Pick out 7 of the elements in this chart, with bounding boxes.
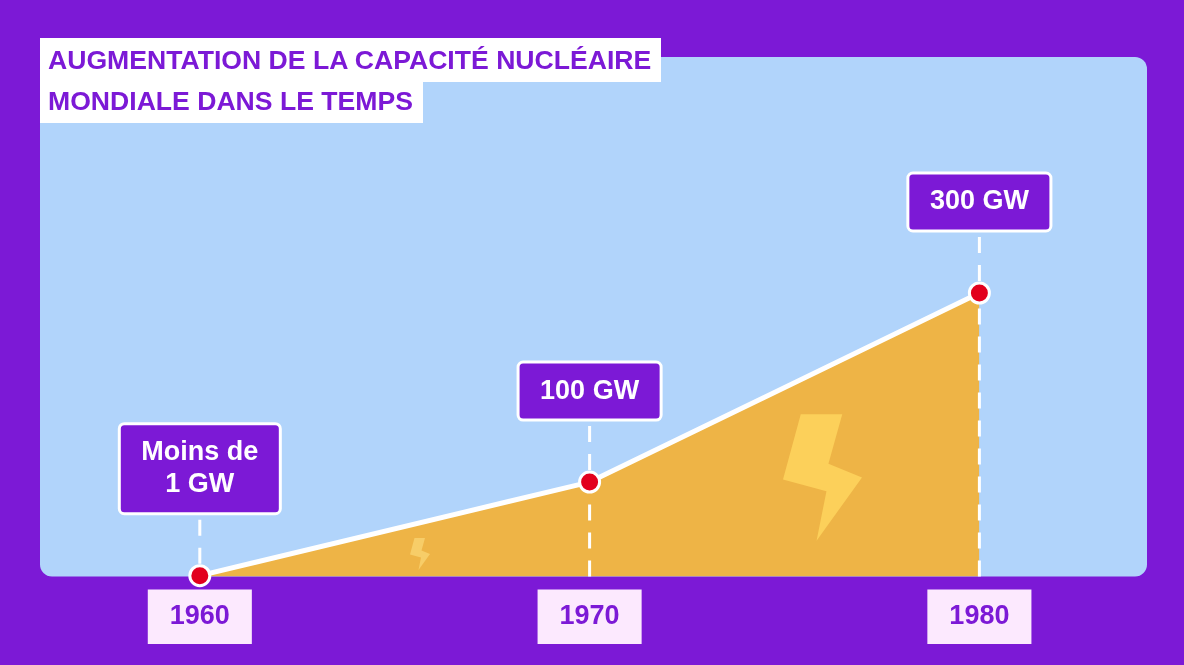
x-tick-label: 1960 bbox=[169, 600, 230, 631]
x-tick-label: 1980 bbox=[949, 600, 1010, 631]
chart-title: AUGMENTATION DE LA CAPACITÉ NUCLÉAIRE MONDIALE DANS LE TEMPS bbox=[40, 38, 662, 123]
data-label: Moins de 1 GW bbox=[141, 436, 259, 499]
data-label: 100 GW bbox=[540, 374, 640, 405]
x-tick-label: 1970 bbox=[559, 600, 620, 631]
data-label: 300 GW bbox=[929, 185, 1030, 216]
